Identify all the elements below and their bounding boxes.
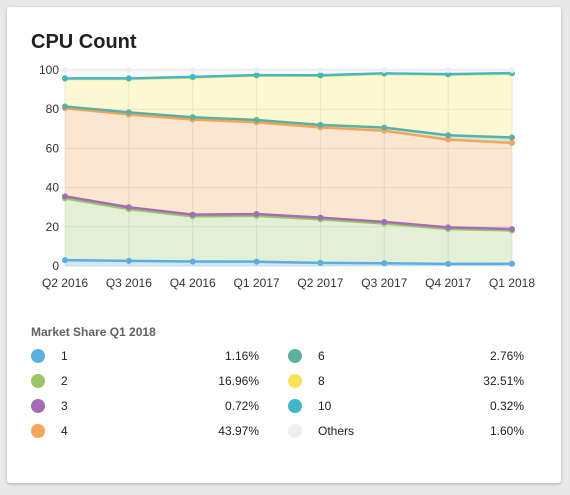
y-tick-label: 20 — [46, 220, 60, 234]
point-series-1 — [381, 260, 388, 267]
area-series-4 — [65, 108, 512, 230]
point-series-6 — [445, 132, 452, 139]
point-series-others — [445, 67, 452, 73]
legend-swatch-icon — [288, 374, 302, 388]
line-series-1 — [64, 258, 513, 266]
point-series-3 — [189, 211, 196, 218]
legend-item-name: 8 — [318, 374, 325, 388]
legend-item-value: 16.96% — [218, 374, 259, 388]
point-series-1 — [189, 258, 196, 265]
legend-item-name: 3 — [61, 399, 68, 413]
legend-item-value: 0.32% — [489, 399, 524, 413]
area-series-8 — [65, 73, 512, 138]
line-series-6 — [64, 105, 513, 139]
point-series-others — [62, 67, 68, 73]
line-series-4 — [64, 106, 513, 145]
legend-item-value: 43.97% — [218, 424, 259, 438]
legend-swatch-icon — [31, 349, 45, 363]
x-tick-label: Q4 2017 — [425, 276, 471, 290]
point-series-4 — [445, 136, 452, 143]
point-series-3 — [509, 226, 515, 233]
point-series-1 — [253, 258, 260, 265]
legend-item: 2 16.96% — [31, 372, 259, 390]
y-tick-label: 100 — [39, 63, 59, 77]
legend-item-value: 1.60% — [489, 424, 524, 438]
point-series-3 — [317, 214, 324, 221]
legend-item-value: 2.76% — [489, 349, 524, 363]
legend-item: 8 32.51% — [288, 372, 524, 390]
x-tick-label: Q2 2017 — [297, 276, 343, 290]
point-series-3 — [253, 211, 260, 218]
point-series-others — [253, 67, 260, 73]
legend-swatch-icon — [31, 399, 45, 413]
point-series-others — [381, 67, 388, 73]
point-series-6 — [381, 124, 388, 131]
legend-item-name: 2 — [61, 374, 68, 388]
x-tick-label: Q1 2017 — [234, 276, 280, 290]
line-series-10 — [65, 71, 513, 80]
point-series-10 — [62, 75, 68, 82]
legend-swatch-icon — [288, 424, 302, 438]
point-series-6 — [62, 103, 68, 110]
point-series-10 — [125, 75, 132, 82]
legend-title: Market Share Q1 2018 — [31, 325, 156, 339]
point-series-1 — [509, 260, 515, 267]
x-tick-label: Q4 2016 — [170, 276, 216, 290]
point-series-6 — [317, 121, 324, 128]
legend-item: 10 0.32% — [288, 397, 524, 415]
legend-item-name: 6 — [318, 349, 325, 363]
legend-item: 3 0.72% — [31, 397, 259, 415]
point-series-4 — [509, 139, 515, 146]
market-share-legend: 1 1.16% 2 16.96% 3 0.72% 4 43.97% 6 2.76% 8 32.51% 1… — [7, 7, 561, 483]
legend-item-name: 1 — [61, 349, 68, 363]
point-series-6 — [253, 116, 260, 123]
line-series-3 — [64, 195, 513, 231]
point-series-others — [189, 67, 196, 73]
cpu-count-area-chart: 0 20 40 60 80 100 Q2 2016 Q3 2016 Q4 2016 Q1 2017… — [39, 63, 535, 290]
legend-item-name: 10 — [318, 399, 332, 413]
cpu-count-card: CPU Count 0 20 40 60 80 100 Q2 2016 Q3 2016 Q4 2… — [7, 7, 561, 483]
legend-swatch-icon — [31, 424, 45, 438]
point-series-10 — [189, 73, 196, 80]
point-series-others — [509, 67, 515, 73]
x-tick-label: Q3 2017 — [361, 276, 407, 290]
point-series-others — [317, 67, 324, 73]
x-tick-label: Q2 2016 — [42, 276, 88, 290]
point-series-1 — [317, 259, 324, 266]
y-tick-label: 80 — [46, 102, 60, 116]
card-title: CPU Count — [31, 31, 137, 53]
legend-item: Others 1.60% — [288, 422, 524, 440]
point-series-10 — [317, 72, 324, 79]
point-series-3 — [381, 218, 388, 225]
point-series-6 — [509, 134, 515, 141]
point-series-others — [125, 67, 132, 73]
point-series-3 — [445, 224, 452, 231]
x-tick-label: Q3 2016 — [106, 276, 152, 290]
legend-swatch-icon — [288, 349, 302, 363]
legend-item-name: Others — [318, 424, 355, 438]
point-series-1 — [445, 260, 452, 267]
y-tick-label: 0 — [52, 259, 59, 273]
point-series-3 — [62, 193, 68, 200]
legend-item-value: 1.16% — [224, 349, 259, 363]
x-tick-label: Q1 2018 — [489, 276, 535, 290]
y-tick-label: 40 — [46, 181, 60, 195]
point-series-10 — [253, 72, 260, 79]
point-series-1 — [62, 257, 68, 264]
y-tick-label: 60 — [46, 141, 60, 155]
point-series-10 — [445, 71, 452, 78]
legend-item: 4 43.97% — [31, 422, 259, 440]
legend-item-value: 0.72% — [224, 399, 259, 413]
legend-item: 6 2.76% — [288, 347, 524, 365]
legend-swatch-icon — [288, 399, 302, 413]
legend-item: 1 1.16% — [31, 347, 259, 365]
legend-item-value: 32.51% — [483, 374, 524, 388]
point-series-3 — [125, 204, 132, 211]
point-series-6 — [125, 109, 132, 116]
line-series-2 — [64, 197, 513, 232]
legend-item-name: 4 — [61, 424, 68, 438]
legend-swatch-icon — [31, 374, 45, 388]
point-series-1 — [125, 257, 132, 264]
point-series-6 — [189, 114, 196, 121]
